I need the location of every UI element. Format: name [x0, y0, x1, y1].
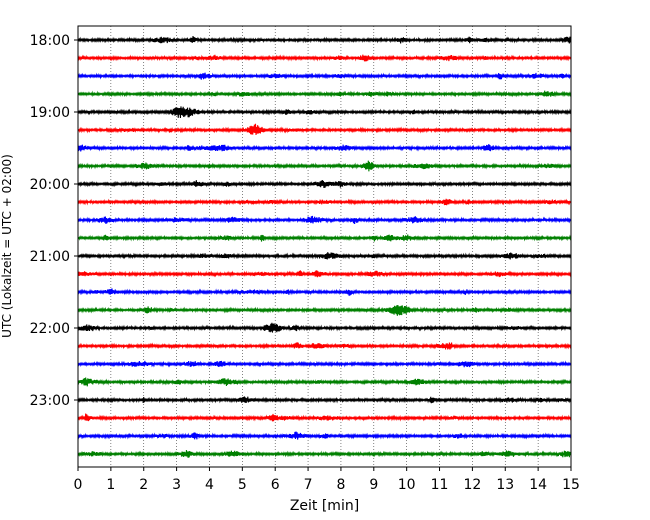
trace-2115 [77, 270, 572, 278]
trace-2200 [77, 322, 572, 333]
plot-background [78, 26, 571, 467]
y-tick-label-18:00: 18:00 [30, 33, 70, 49]
trace-2230 [77, 360, 572, 368]
trace-2100 [77, 252, 572, 260]
trace-2000 [77, 180, 572, 188]
x-tick-label-7: 7 [304, 477, 313, 493]
x-axis-label: Zeit [min] [290, 498, 359, 514]
trace-2130 [77, 288, 572, 296]
x-tick-label-2: 2 [139, 477, 148, 493]
y-tick-label-22:00: 22:00 [30, 321, 70, 337]
plot-frame [77, 25, 572, 468]
x-tick-label-1: 1 [106, 477, 115, 493]
trace-2145 [77, 305, 572, 316]
x-tick-label-14: 14 [529, 477, 547, 493]
trace-1815 [77, 54, 572, 62]
trace-1915 [77, 123, 572, 135]
trace-2330 [77, 431, 572, 440]
y-tick-label-21:00: 21:00 [30, 249, 70, 265]
trace-2045 [77, 234, 572, 242]
trace-2345 [77, 450, 572, 458]
x-tick-label-8: 8 [336, 477, 345, 493]
trace-1800 [77, 35, 572, 44]
y-tick-label-19:00: 19:00 [30, 105, 70, 121]
trace-2215 [77, 342, 572, 350]
seismic-traces [77, 35, 572, 458]
trace-2315 [77, 413, 572, 422]
x-tick-label-5: 5 [238, 477, 247, 493]
trace-2300 [77, 396, 572, 404]
trace-1930 [77, 143, 572, 152]
y-axis-label: UTC (Lokalzeit = UTC + 02:00) [0, 154, 14, 338]
trace-1830 [77, 72, 572, 80]
x-tick-label-0: 0 [74, 477, 83, 493]
y-tick-label-20:00: 20:00 [30, 177, 70, 193]
trace-2245 [77, 377, 572, 387]
trace-1945 [77, 160, 572, 172]
x-tick-label-10: 10 [398, 477, 416, 493]
y-axis-ticks: 18:00 19:00 20:00 21:00 22:00 23:00 [30, 33, 78, 409]
x-tick-label-9: 9 [369, 477, 378, 493]
x-tick-label-15: 15 [562, 477, 580, 493]
y-tick-label-23:00: 23:00 [30, 393, 70, 409]
trace-2015 [77, 198, 572, 206]
x-tick-label-3: 3 [172, 477, 181, 493]
x-tick-label-11: 11 [431, 477, 449, 493]
x-tick-label-12: 12 [463, 477, 481, 493]
trace-1900 [77, 106, 572, 119]
x-axis-ticks: 0 1 2 3 4 5 6 7 8 9 10 11 12 13 14 15 [74, 467, 580, 493]
trace-2030 [77, 215, 572, 224]
x-tick-label-4: 4 [205, 477, 214, 493]
x-tick-label-13: 13 [496, 477, 514, 493]
x-tick-label-6: 6 [271, 477, 280, 493]
trace-1845 [77, 90, 572, 98]
